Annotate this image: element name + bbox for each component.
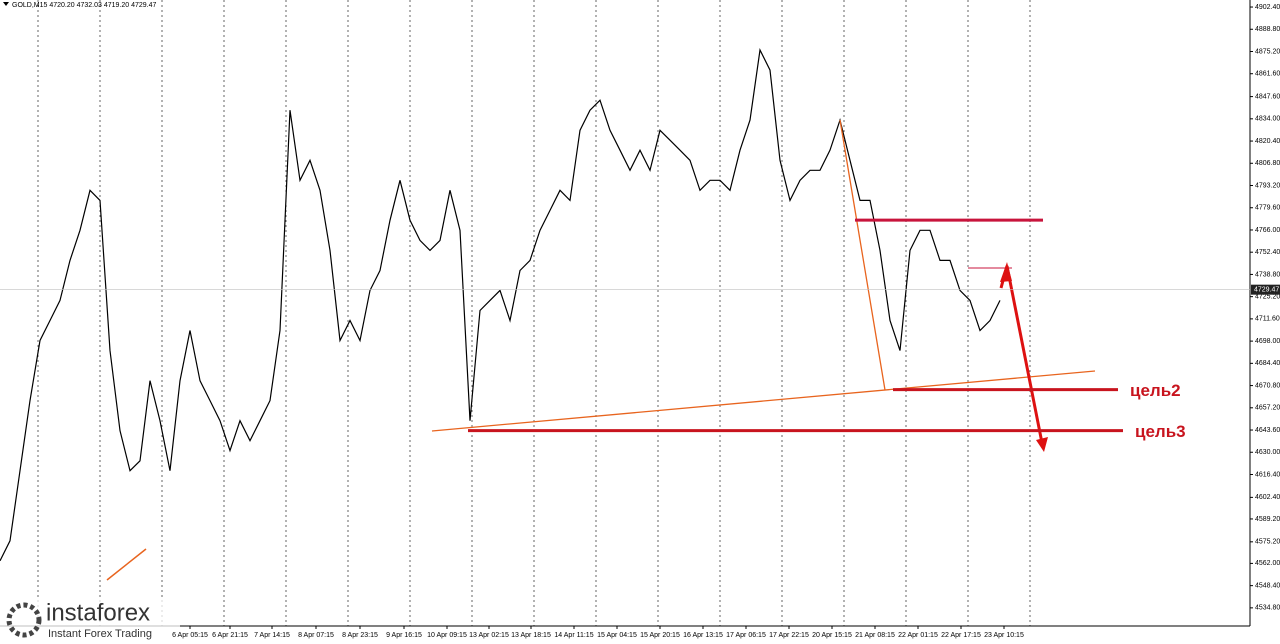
target-label: цель2 <box>1130 381 1181 400</box>
y-tick-label: 4562.00 <box>1255 560 1280 567</box>
y-tick-label: 4575.20 <box>1255 539 1280 546</box>
x-tick-label: 16 Apr 13:15 <box>683 632 723 639</box>
time-grid <box>37 0 1031 626</box>
plot <box>0 48 1001 562</box>
x-tick-label: 15 Apr 04:15 <box>597 632 637 639</box>
target-label: цель3 <box>1135 422 1186 441</box>
y-tick-label: 4752.40 <box>1255 249 1280 256</box>
y-tick-label: 4698.00 <box>1255 338 1280 345</box>
x-tick-label: 10 Apr 09:15 <box>427 632 467 639</box>
y-tick-label: 4548.40 <box>1255 582 1280 589</box>
y-tick-label: 4779.60 <box>1255 205 1280 212</box>
y-tick-label: 4711.60 <box>1255 316 1280 323</box>
chart-title: GOLD,M15 4720.20 4732.03 4719.20 4729.47 <box>12 2 156 9</box>
y-tick-label: 4630.00 <box>1255 449 1280 456</box>
y-tick-label: 4643.60 <box>1255 427 1280 434</box>
x-tick-label: 8 Apr 07:15 <box>298 632 334 639</box>
x-tick-label: 6 Apr 05:15 <box>172 632 208 639</box>
y-tick-label: 4657.20 <box>1255 405 1280 412</box>
y-tick-label: 4847.60 <box>1255 93 1280 100</box>
y-tick-label: 4793.20 <box>1255 182 1280 189</box>
x-tick-label: 22 Apr 17:15 <box>941 632 981 639</box>
trend-line <box>106 548 147 581</box>
x-tick-label: 21 Apr 08:15 <box>855 632 895 639</box>
y-tick-label: 4820.40 <box>1255 138 1280 145</box>
title-arrow <box>3 2 9 6</box>
x-tick-label: 15 Apr 20:15 <box>640 632 680 639</box>
y-tick-label: 4902.40 <box>1255 4 1280 11</box>
x-tick-label: 20 Apr 15:15 <box>812 632 852 639</box>
watermark: instaforex Instant Forex Trading <box>0 598 180 642</box>
current-price-label: 4729.47 <box>1254 287 1279 294</box>
x-tick-label: 8 Apr 23:15 <box>342 632 378 639</box>
y-tick-label: 4684.40 <box>1255 360 1280 367</box>
y-tick-label: 4806.80 <box>1255 160 1280 167</box>
x-tick-label: 7 Apr 14:15 <box>254 632 290 639</box>
trend-line <box>431 370 1096 432</box>
x-tick-label: 22 Apr 01:15 <box>898 632 938 639</box>
arrow-head <box>1036 437 1048 452</box>
y-tick-label: 4616.40 <box>1255 471 1280 478</box>
watermark-logo <box>6 602 42 638</box>
x-tick-label: 6 Apr 21:15 <box>212 632 248 639</box>
x-tick-label: 9 Apr 16:15 <box>386 632 422 639</box>
y-tick-label: 4602.40 <box>1255 494 1280 501</box>
x-tick-label: 13 Apr 18:15 <box>511 632 551 639</box>
y-tick-label: 4738.80 <box>1255 271 1280 278</box>
trend-line <box>839 119 886 391</box>
y-tick-label: 4725.20 <box>1255 293 1280 300</box>
price-line <box>0 48 1001 562</box>
y-tick-label: 4834.00 <box>1255 116 1280 123</box>
x-tick-label: 13 Apr 02:15 <box>469 632 509 639</box>
arrow-head <box>1000 262 1012 282</box>
y-tick-label: 4861.60 <box>1255 71 1280 78</box>
y-tick-label: 4888.80 <box>1255 26 1280 33</box>
x-tick-label: 17 Apr 06:15 <box>726 632 766 639</box>
y-tick-label: 4670.80 <box>1255 382 1280 389</box>
x-tick-label: 17 Apr 22:15 <box>769 632 809 639</box>
y-tick-label: 4875.20 <box>1255 48 1280 55</box>
y-tick-label: 4589.20 <box>1255 516 1280 523</box>
x-tick-label: 23 Apr 10:15 <box>984 632 1024 639</box>
y-tick-label: 4766.00 <box>1255 227 1280 234</box>
current-price-box <box>1251 284 1280 295</box>
y-tick-label: 4534.80 <box>1255 605 1280 612</box>
watermark-tagline: Instant Forex Trading <box>48 628 152 640</box>
watermark-brand: instaforex <box>46 599 150 626</box>
x-tick-label: 14 Apr 11:15 <box>554 632 593 639</box>
